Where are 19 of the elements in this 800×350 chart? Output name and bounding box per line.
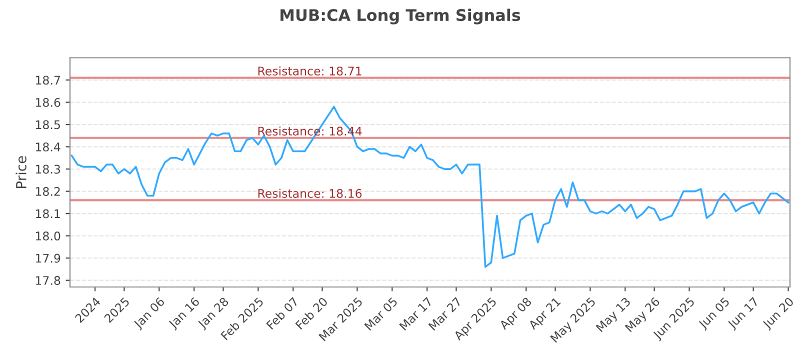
x-tick-label: Jun 20 <box>762 296 796 331</box>
y-tick-label: 17.8 <box>36 276 60 285</box>
ref-line-label: Resistance: 18.16 <box>258 188 362 198</box>
y-axis-title: Price <box>16 156 26 188</box>
ref-line-label: Resistance: 18.71 <box>258 66 362 76</box>
chart-title: MUB:CA Long Term Signals <box>280 8 520 24</box>
y-tick-label: 18.0 <box>36 232 60 240</box>
y-tick-label: 18.5 <box>36 120 60 130</box>
y-tick-label: 18.2 <box>36 187 60 196</box>
y-tick-label: 18.7 <box>36 76 60 85</box>
line-series <box>70 106 790 268</box>
y-tick-label: 18.3 <box>36 164 60 174</box>
y-tick-label: 18.4 <box>36 142 60 152</box>
x-tick-label: Mar 05 <box>364 296 398 331</box>
x-tick-label: Feb 20 <box>295 296 328 330</box>
y-tick-label: 17.9 <box>36 254 60 263</box>
x-tick-label: Jan 06 <box>132 296 167 331</box>
y-tick-label: 18.1 <box>36 209 60 218</box>
y-tick-label: 18.6 <box>36 98 60 107</box>
